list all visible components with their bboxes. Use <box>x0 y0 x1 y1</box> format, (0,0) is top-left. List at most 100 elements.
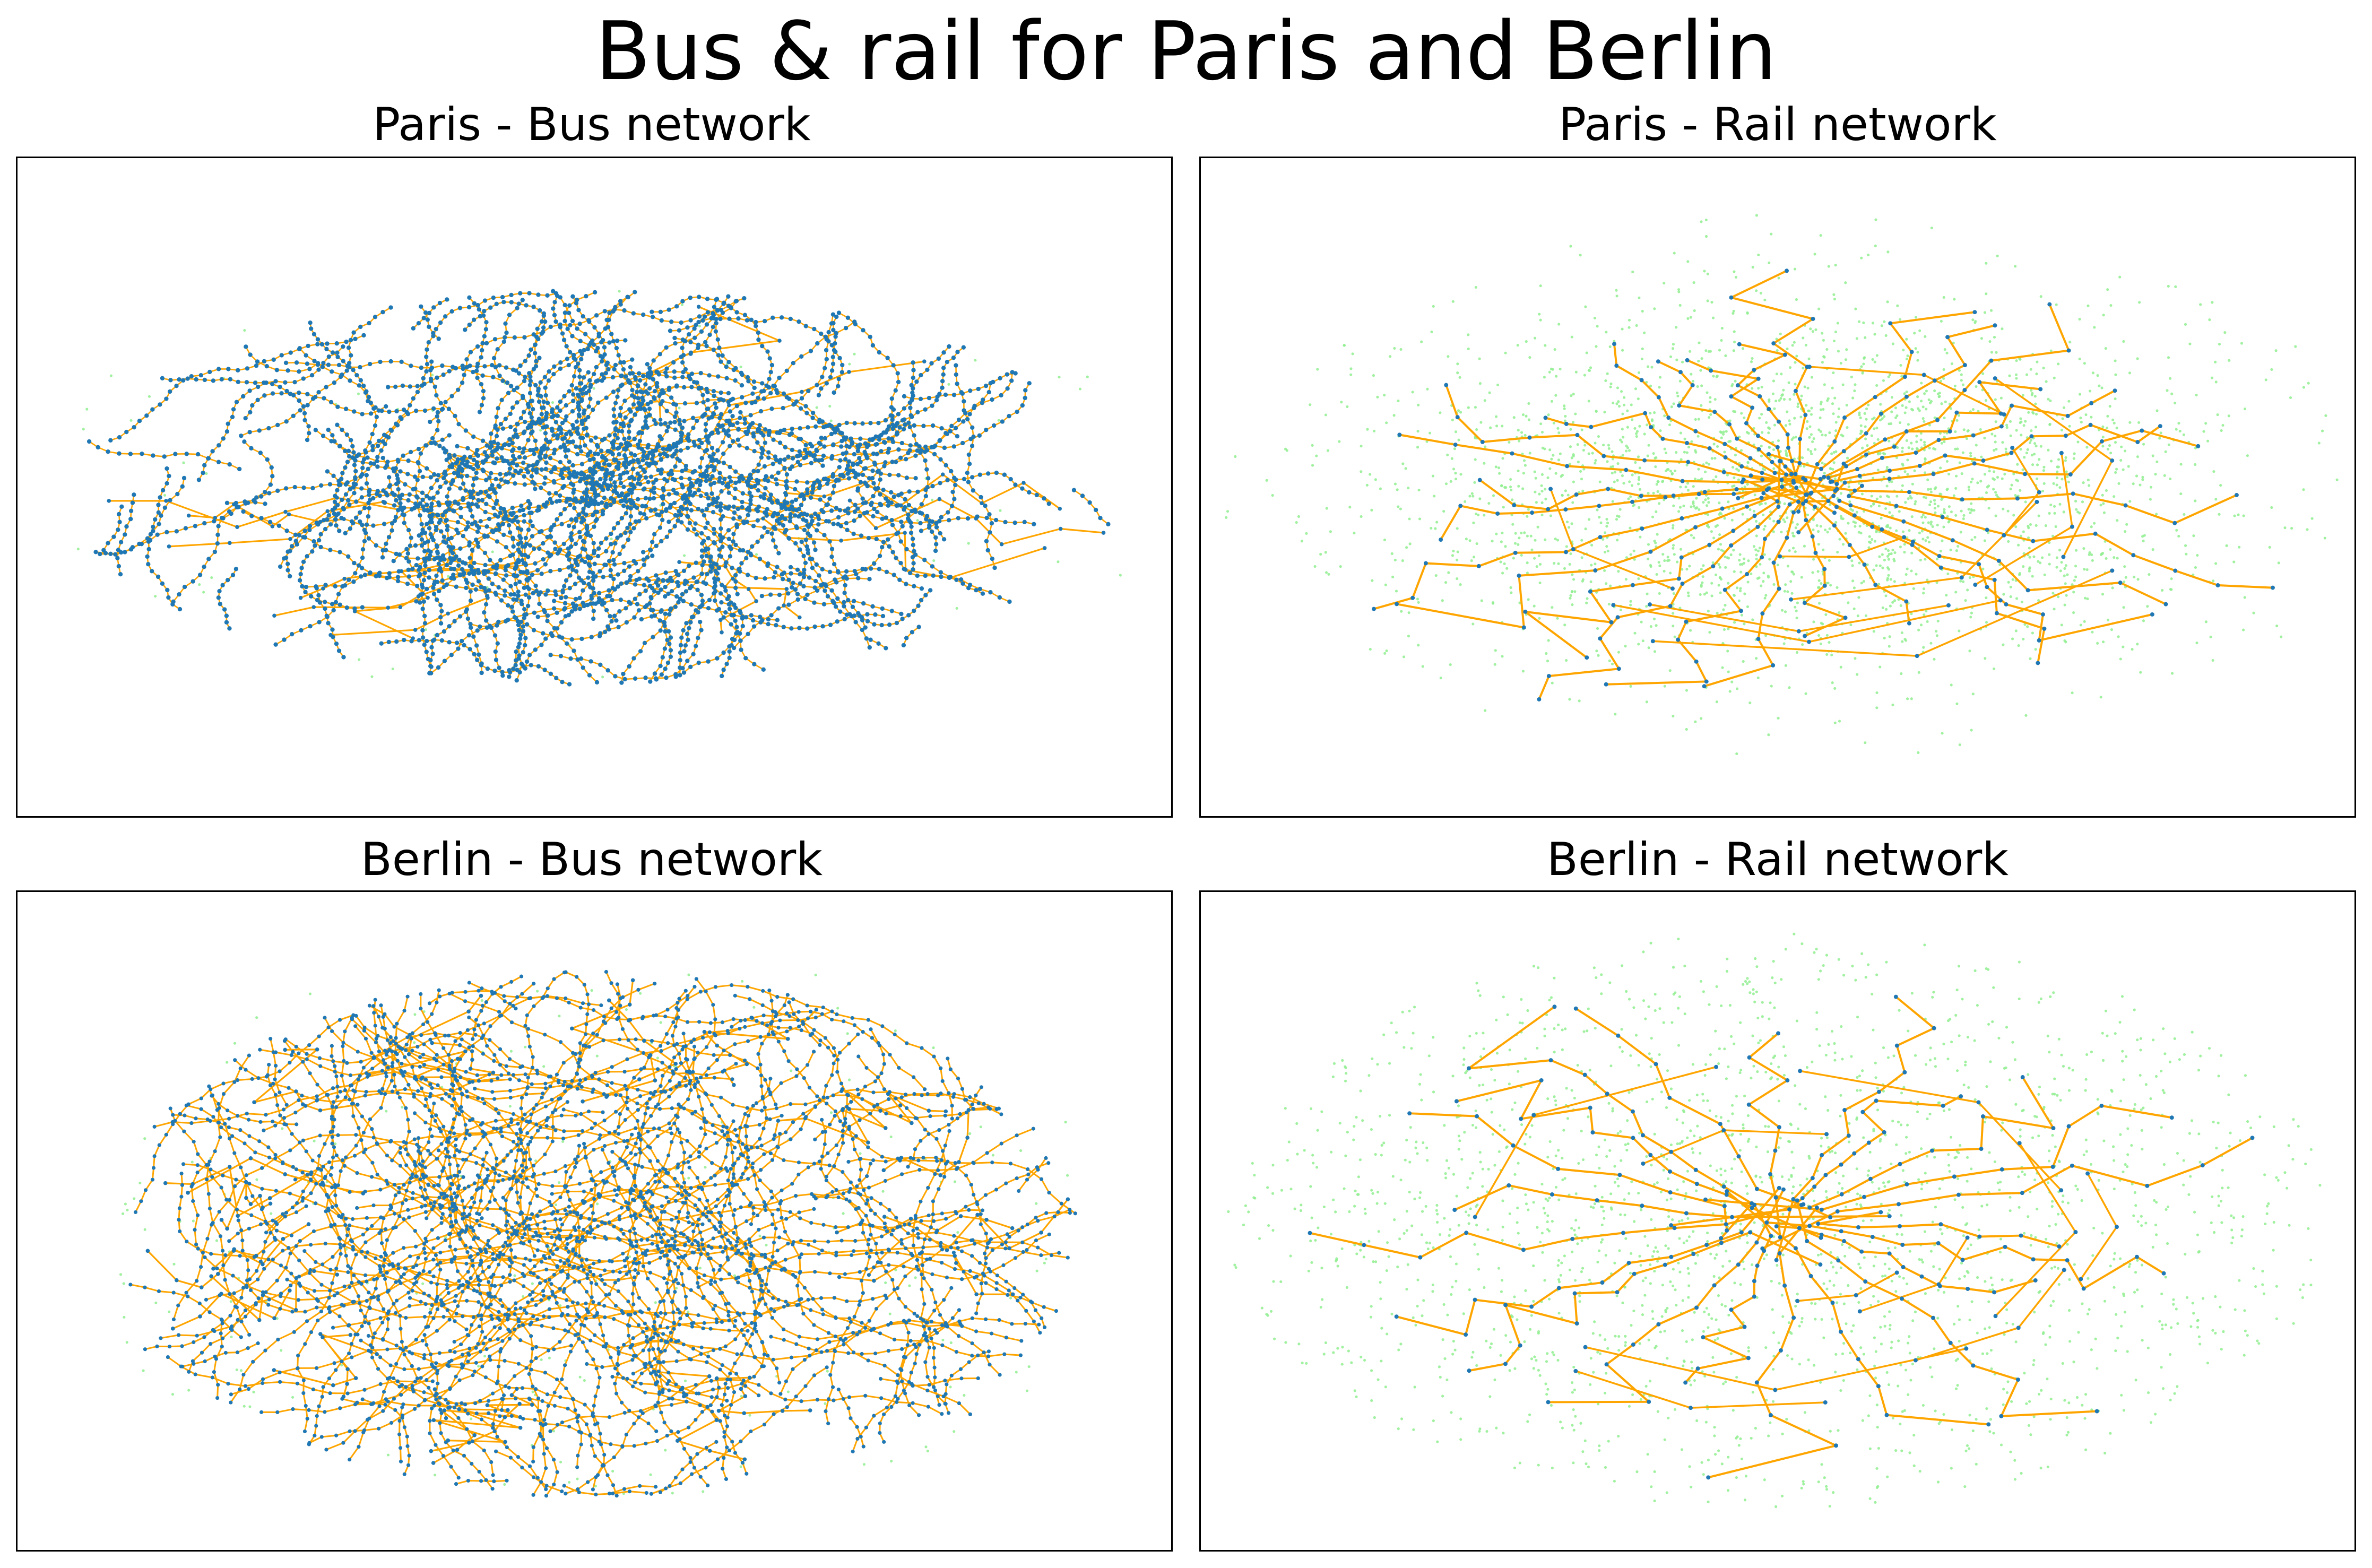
background-stop <box>1907 497 1910 500</box>
background-stop <box>1596 325 1599 328</box>
stop-node <box>316 538 322 543</box>
stop-node <box>782 504 787 509</box>
stop-node <box>889 500 894 505</box>
stop-node <box>676 518 680 523</box>
background-stop <box>1616 462 1620 465</box>
stop-node <box>834 426 839 431</box>
stop-node <box>711 540 716 545</box>
stop-node <box>123 532 127 537</box>
stop-node <box>629 418 634 422</box>
stop-node <box>278 385 282 389</box>
stop-node <box>439 609 444 613</box>
stop-node <box>518 527 524 532</box>
stop-node <box>647 496 652 501</box>
stop-node <box>573 357 578 362</box>
stop-node <box>228 541 232 545</box>
background-stop <box>1819 525 1822 528</box>
background-stop <box>202 591 205 594</box>
stop-node <box>202 521 207 526</box>
background-stop <box>1946 515 1949 518</box>
stop-node <box>108 438 113 443</box>
stop-node <box>405 472 410 477</box>
stop-node <box>455 519 461 525</box>
stop-node <box>533 583 538 588</box>
stop-node <box>553 592 558 597</box>
stop-node <box>335 354 340 359</box>
background-stop <box>1947 472 1951 476</box>
stop-node <box>870 468 875 473</box>
stop-node <box>373 423 378 428</box>
stop-node <box>326 354 332 359</box>
stop-node <box>406 574 412 579</box>
stop-node <box>806 388 811 393</box>
stop-node <box>180 484 185 489</box>
stop-node <box>701 400 706 405</box>
stop-node <box>510 536 516 542</box>
stop-node <box>733 542 738 548</box>
stop-node <box>428 664 433 669</box>
stop-node <box>1009 378 1014 383</box>
background-stop <box>1901 530 1905 533</box>
stop-node <box>758 409 764 414</box>
route-edge <box>227 408 443 504</box>
stop-node <box>514 678 519 683</box>
stop-node <box>794 525 800 531</box>
stop-node <box>224 500 230 506</box>
stop-node <box>733 605 738 610</box>
background-stop <box>1858 561 1861 565</box>
stop-node <box>744 556 749 561</box>
stop-node <box>833 334 838 339</box>
stop-node <box>431 582 437 586</box>
stop-node <box>828 622 833 627</box>
stop-node <box>930 483 935 489</box>
stop-node <box>520 544 525 549</box>
stop-node <box>174 529 179 534</box>
stop-node <box>643 504 648 509</box>
stop-node <box>623 338 628 343</box>
background-stop <box>1647 444 1650 447</box>
stop-node <box>484 524 489 529</box>
stop-node <box>619 491 625 496</box>
background-stop <box>2142 619 2145 622</box>
stop-node <box>535 568 540 573</box>
stop-node <box>486 569 490 574</box>
stop-node <box>855 486 861 491</box>
stop-node <box>447 486 452 491</box>
stop-node <box>396 508 401 513</box>
stop-node <box>656 577 661 582</box>
background-stop <box>1627 326 1631 329</box>
stop-node <box>682 385 687 390</box>
stop-node <box>627 423 631 428</box>
background-stop <box>1893 599 1897 602</box>
stop-node <box>601 487 605 492</box>
stop-node <box>922 359 927 363</box>
background-stop <box>2214 360 2217 363</box>
stop-node <box>621 471 626 475</box>
stop-node <box>709 415 714 420</box>
stop-node <box>404 556 409 561</box>
stop-node <box>730 422 735 428</box>
stop-node <box>762 525 767 530</box>
stop-node <box>672 414 678 419</box>
stop-node <box>380 555 385 560</box>
stop-node <box>508 592 513 597</box>
stop-node <box>658 418 663 422</box>
stop-node <box>451 478 455 483</box>
background-stop <box>999 509 1002 512</box>
stop-node <box>526 438 531 443</box>
stop-node <box>508 511 513 516</box>
stop-node <box>624 465 628 470</box>
stop-node <box>435 478 439 483</box>
stop-node <box>626 294 630 300</box>
stop-node <box>660 655 665 660</box>
stop-node <box>504 545 508 550</box>
stop-node <box>742 417 747 421</box>
stop-node <box>156 510 161 515</box>
stop-node <box>311 605 316 609</box>
stop-node <box>195 452 201 457</box>
stop-node <box>229 511 233 516</box>
stop-node <box>486 493 491 498</box>
background-stop <box>1527 418 1531 421</box>
stop-node <box>726 294 731 299</box>
stop-node <box>595 553 601 559</box>
